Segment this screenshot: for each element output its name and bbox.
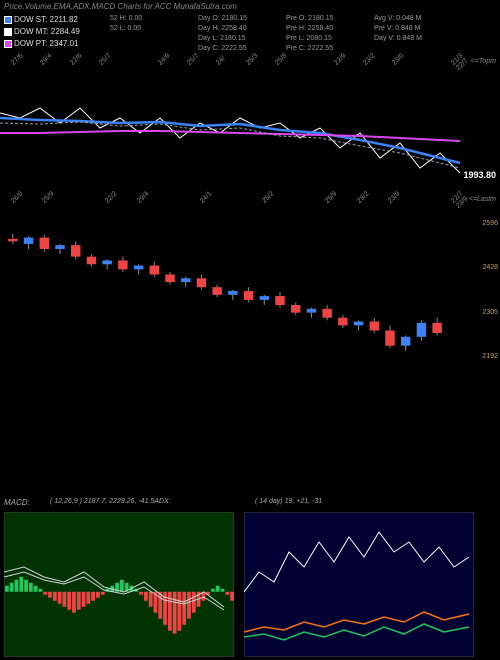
- stat-cell: [110, 34, 190, 44]
- x-tick: [230, 186, 254, 210]
- stat-cell: Pre H: 2258.40: [286, 24, 366, 34]
- adx-subtitle: ( 14 day) 19, +21, -31: [255, 498, 322, 505]
- stat-cell: [110, 44, 190, 54]
- x-tick: 25/2: [261, 186, 285, 210]
- chart-title: Price,Volume,EMA,ADX,MACD Charts for ACC…: [0, 0, 500, 13]
- x-tick: 22/2: [104, 186, 128, 210]
- legend-swatch: [4, 16, 12, 24]
- x-tick: 26/0: [10, 186, 34, 210]
- candle-x-labels: 26/025/922/229/424/125/225/923/223/922/7…: [10, 200, 470, 214]
- legend-row: DOW ST: 2211.82: [4, 14, 80, 26]
- x-tick: 23/2: [356, 186, 380, 210]
- legend-swatch: [4, 28, 12, 36]
- candlestick-chart: [0, 216, 470, 366]
- x-tick: [293, 186, 317, 210]
- stats-grid: 52 H: 0.00 Day O: 2180.15 Pre O: 2180.15 Av…: [110, 14, 454, 54]
- y-tick: 2305: [482, 309, 498, 316]
- stat-cell: Pre C: 2222.55: [286, 44, 366, 54]
- macd-label: MACD:: [4, 498, 30, 507]
- stat-cell: 52 H: 0.00: [110, 14, 190, 24]
- stat-cell: Avg V: 0.048 M: [374, 14, 454, 24]
- macd-panel: [4, 512, 234, 657]
- y-tick: 2428: [482, 264, 498, 271]
- stat-cell: Day C: 2222.55: [198, 44, 278, 54]
- y-tick: 2596: [482, 220, 498, 227]
- x-tick: [418, 186, 442, 210]
- candle-y-labels: 2596 2428 2305 2192: [482, 220, 498, 360]
- x-tick: [73, 186, 97, 210]
- stat-cell: Day O: 2180.15: [198, 14, 278, 24]
- x-tick: 24/1: [199, 186, 223, 210]
- x-tick: 29/4: [39, 48, 63, 72]
- x-tick: 23/9: [387, 186, 411, 210]
- legend-row: DOW PT: 2347.01: [4, 38, 80, 50]
- x-tick: 25/9: [324, 186, 348, 210]
- macd-subtitle: ( 12,26,9 ) 2187.7, 2229.26, -41.5ADX:: [50, 498, 171, 505]
- x-tick: 25/9: [41, 186, 65, 210]
- stat-cell: Day V: 0.848 M: [374, 34, 454, 44]
- candle-x-axis-label: <=Lastm: [469, 196, 496, 203]
- stat-cell: Pre L: 2080.15: [286, 34, 366, 44]
- legend-text: DOW MT: 2284.49: [14, 26, 80, 38]
- y-tick: 2192: [482, 353, 498, 360]
- stat-cell: Pre O: 2180.15: [286, 14, 366, 24]
- legend: DOW ST: 2211.82DOW MT: 2284.49DOW PT: 23…: [4, 14, 80, 50]
- upper-y-end-label: 1993.80: [463, 170, 496, 180]
- upper-line-chart: [0, 78, 470, 188]
- x-tick: 27/6: [10, 48, 34, 72]
- x-tick: 22/6: [69, 48, 93, 72]
- x-tick: [167, 186, 191, 210]
- legend-row: DOW MT: 2284.49: [4, 26, 80, 38]
- stat-cell: [374, 44, 454, 54]
- legend-swatch: [4, 40, 12, 48]
- stat-cell: Pre V: 0.848 M: [374, 24, 454, 34]
- stat-cell: Day L: 2180.15: [198, 34, 278, 44]
- upper-x-axis-label: <=Topm: [471, 58, 496, 65]
- stat-cell: Day H: 2258.40: [198, 24, 278, 34]
- adx-panel: [244, 512, 474, 657]
- stat-cell: 52 L: 0.00: [110, 24, 190, 34]
- upper-x-labels: 27/629/422/625/724/925/724/25/325/822/92…: [10, 62, 470, 76]
- legend-text: DOW ST: 2211.82: [14, 14, 78, 26]
- x-tick: 29/4: [136, 186, 160, 210]
